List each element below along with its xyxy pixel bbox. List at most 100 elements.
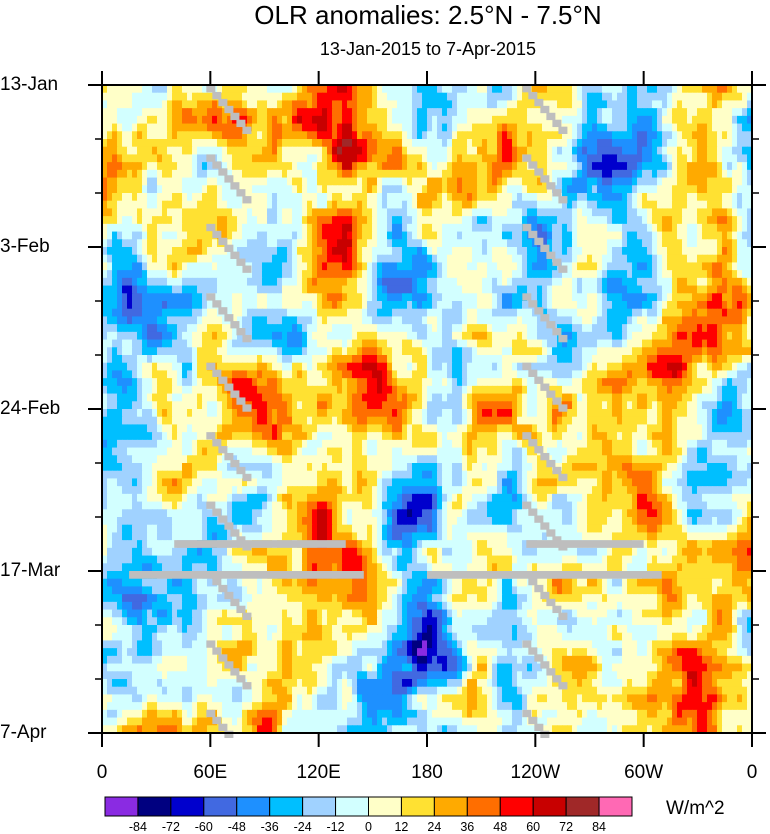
heatmap-cell: [577, 262, 583, 271]
heatmap-cell: [237, 193, 243, 202]
heatmap-cell: [357, 177, 363, 186]
heatmap-cell: [267, 177, 273, 186]
heatmap-cell: [737, 115, 743, 125]
heatmap-cell: [327, 223, 333, 233]
heatmap-cell: [487, 293, 493, 302]
heatmap-cell: [407, 177, 413, 186]
heatmap-cell: [717, 92, 723, 102]
heatmap-cell: [197, 370, 203, 379]
heatmap-cell: [282, 193, 288, 202]
heatmap-cell: [387, 162, 393, 171]
heatmap-cell: [437, 262, 443, 271]
heatmap-cell: [742, 162, 748, 171]
heatmap-cell: [387, 293, 393, 302]
heatmap-cell: [562, 339, 568, 348]
heatmap-cell: [657, 301, 663, 310]
heatmap-cell: [162, 108, 168, 117]
heatmap-cell: [167, 339, 173, 348]
heatmap-cell: [462, 139, 468, 148]
heatmap-cell: [302, 208, 308, 217]
heatmap-cell: [252, 169, 258, 179]
heatmap-cell: [357, 123, 363, 132]
heatmap-cell: [597, 324, 603, 333]
heatmap-cell: [287, 200, 293, 210]
heatmap-cell: [522, 324, 528, 333]
heatmap-cell: [437, 139, 443, 148]
heatmap-cell: [287, 131, 293, 140]
heatmap-cell: [682, 208, 688, 217]
heatmap-cell: [602, 293, 608, 302]
heatmap-cell: [412, 262, 418, 271]
heatmap-cell: [432, 339, 438, 348]
heatmap-cell: [622, 370, 628, 379]
heatmap-cell: [197, 362, 203, 372]
heatmap-cell: [742, 247, 748, 256]
heatmap-cell: [517, 362, 523, 372]
heatmap-cell: [377, 347, 383, 356]
heatmap-cell: [282, 347, 288, 356]
heatmap-cell: [162, 200, 168, 210]
heatmap-cell: [742, 254, 748, 264]
heatmap-cell: [522, 139, 528, 148]
heatmap-cell: [372, 347, 378, 356]
heatmap-cell: [337, 293, 343, 302]
heatmap-cell: [287, 331, 293, 341]
heatmap-cell: [552, 316, 558, 325]
heatmap-cell: [202, 262, 208, 271]
heatmap-cell: [562, 154, 568, 163]
heatmap-cell: [712, 254, 718, 264]
heatmap-cell: [572, 123, 578, 132]
heatmap-cell: [352, 131, 358, 140]
heatmap-cell: [557, 308, 563, 318]
heatmap-cell: [152, 231, 158, 240]
heatmap-cell: [707, 370, 713, 379]
heatmap-cell: [577, 316, 583, 325]
heatmap-cell: [422, 162, 428, 171]
heatmap-cell: [597, 247, 603, 256]
heatmap-cell: [177, 262, 183, 271]
heatmap-cell: [422, 270, 428, 279]
heatmap-cell: [507, 324, 513, 333]
heatmap-cell: [247, 293, 253, 302]
heatmap-cell: [267, 285, 273, 294]
heatmap-cell: [212, 208, 218, 217]
heatmap-cell: [732, 308, 738, 318]
heatmap-cell: [542, 169, 548, 179]
heatmap-cell: [362, 247, 368, 256]
heatmap-cell: [267, 308, 273, 318]
heatmap-cell: [362, 185, 368, 194]
heatmap-cell: [527, 139, 533, 148]
heatmap-cell: [267, 370, 273, 379]
heatmap-cell: [737, 331, 743, 341]
heatmap-cell: [357, 285, 363, 294]
heatmap-cell: [642, 285, 648, 294]
heatmap-cell: [137, 146, 143, 156]
heatmap-cell: [427, 277, 433, 287]
heatmap-cell: [542, 146, 548, 156]
heatmap-cell: [297, 378, 303, 387]
heatmap-cell: [687, 177, 693, 186]
heatmap-cell: [532, 115, 538, 125]
heatmap-cell: [112, 262, 118, 271]
heatmap-cell: [687, 247, 693, 256]
heatmap-cell: [157, 324, 163, 333]
heatmap-cell: [487, 123, 493, 132]
heatmap-cell: [547, 162, 553, 171]
heatmap-cell: [527, 108, 533, 117]
heatmap-cell: [582, 270, 588, 279]
heatmap-cell: [687, 139, 693, 148]
heatmap-cell: [742, 193, 748, 202]
heatmap-cell: [597, 331, 603, 341]
heatmap-cell: [637, 131, 643, 140]
heatmap-cell: [747, 247, 753, 256]
heatmap-cell: [562, 301, 568, 310]
heatmap-cell: [592, 277, 598, 287]
heatmap-cell: [147, 139, 153, 148]
heatmap-cell: [667, 231, 673, 240]
heatmap-cell: [202, 200, 208, 210]
heatmap-cell: [262, 308, 268, 318]
heatmap-cell: [272, 347, 278, 356]
heatmap-cell: [377, 355, 383, 364]
heatmap-cell: [362, 177, 368, 186]
heatmap-cell: [422, 108, 428, 117]
